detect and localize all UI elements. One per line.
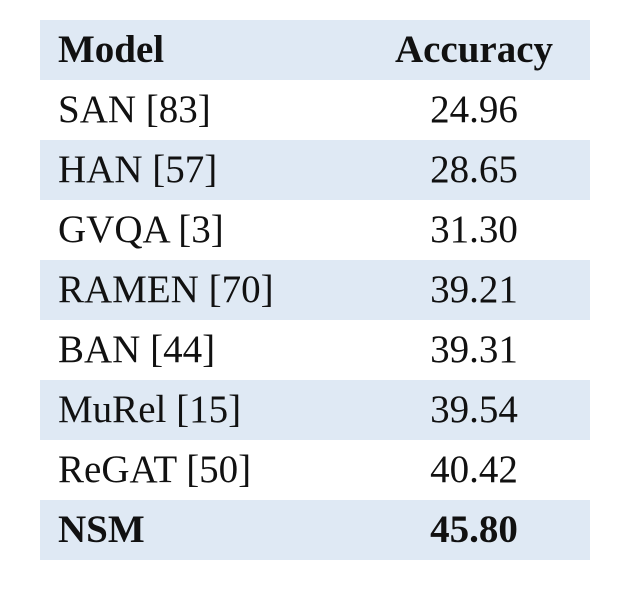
table-row: SAN [83] 24.96 xyxy=(40,80,590,140)
model-cell: NSM xyxy=(58,508,145,551)
table-row: HAN [57] 28.65 xyxy=(40,140,590,200)
model-cell: MuRel [15] xyxy=(58,388,242,431)
table-body: SAN [83] 24.96 HAN [57] 28.65 GVQA [3] 31.30 R… xyxy=(40,80,590,560)
results-table: Model Accuracy SAN [83] 24.96 HAN [57] 28.6… xyxy=(40,20,590,560)
table-row: ReGAT [50] 40.42 xyxy=(40,440,590,500)
header-cell: Accuracy xyxy=(394,28,554,71)
table-row: NSM 45.80 xyxy=(40,500,590,560)
accuracy-cell: 31.30 xyxy=(430,208,518,251)
table-row: BAN [44] 39.31 xyxy=(40,320,590,380)
table-row: RAMEN [70] 39.21 xyxy=(40,260,590,320)
accuracy-cell: 39.21 xyxy=(430,268,518,311)
accuracy-cell: 24.96 xyxy=(430,88,518,131)
accuracy-cell: 40.42 xyxy=(430,448,518,491)
header-cell: Model xyxy=(58,28,165,71)
model-cell: RAMEN [70] xyxy=(58,268,274,311)
accuracy-cell: 39.31 xyxy=(430,328,518,371)
accuracy-cell: 45.80 xyxy=(430,508,518,551)
model-cell: HAN [57] xyxy=(58,148,218,191)
accuracy-cell: 28.65 xyxy=(430,148,518,191)
accuracy-cell: 39.54 xyxy=(430,388,518,431)
model-cell: SAN [83] xyxy=(58,88,211,131)
model-cell: GVQA [3] xyxy=(58,208,224,251)
header-row: Model Accuracy xyxy=(40,20,590,80)
model-cell: BAN [44] xyxy=(58,328,216,371)
table-row: MuRel [15] 39.54 xyxy=(40,380,590,440)
model-cell: ReGAT [50] xyxy=(58,448,252,491)
table-row: GVQA [3] 31.30 xyxy=(40,200,590,260)
